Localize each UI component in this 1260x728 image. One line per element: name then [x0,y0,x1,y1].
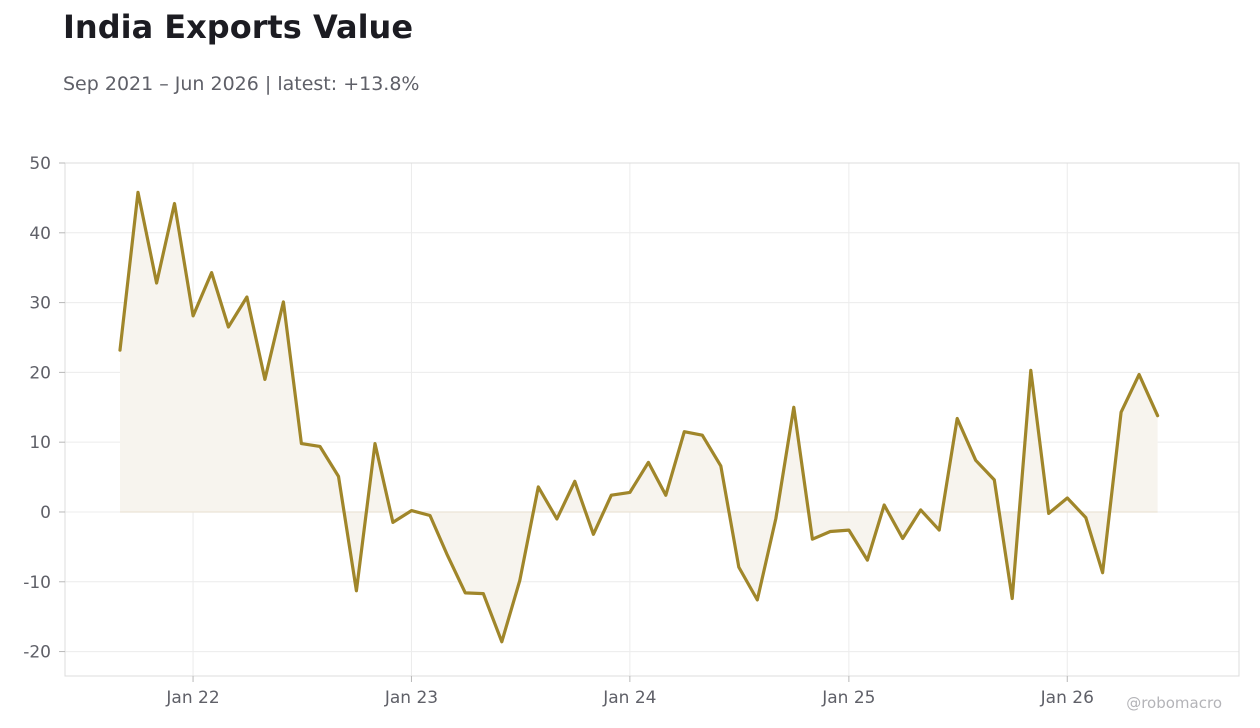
y-tick-label: 30 [29,294,51,314]
y-tick-label: 0 [40,503,51,523]
data-point [500,640,503,643]
data-point [974,459,977,462]
series-line [118,190,1160,644]
data-point [792,406,795,409]
x-tick-label: Jan 25 [821,688,875,708]
x-tick-label: Jan 23 [384,688,438,708]
data-point [136,191,139,194]
data-point [756,598,759,601]
data-point [592,533,595,536]
x-tick-label: Jan 26 [1040,688,1094,708]
data-point [173,202,176,205]
data-point [829,530,832,533]
x-tick-label: Jan 24 [602,688,656,708]
data-point [683,430,686,433]
data-point [373,442,376,445]
y-tick-label: -10 [23,573,51,593]
data-point [300,442,303,445]
x-axis-ticks: Jan 22 Jan 23 Jan 24 Jan 25 Jan 26 [165,676,1094,708]
data-point [737,566,740,569]
data-point [155,281,158,284]
data-point [701,434,704,437]
data-point [337,475,340,478]
data-point [628,491,631,494]
data-point [482,592,485,595]
data-point [192,314,195,317]
data-point [610,494,613,497]
data-point [847,529,850,532]
data-point [1101,571,1104,574]
y-tick-label: 50 [29,154,51,174]
plot-frame [64,162,1240,677]
data-point [445,552,448,555]
data-point [1066,496,1069,499]
data-point [537,485,540,488]
data-point [883,503,886,506]
data-point [410,509,413,512]
data-point [1047,512,1050,515]
data-point [355,589,358,592]
data-point [227,325,230,328]
data-point [664,494,667,497]
y-axis-ticks: 50 40 30 20 10 0 -10 -20 [23,154,65,663]
data-point [938,529,941,532]
data-point [1138,373,1141,376]
data-point [391,521,394,524]
data-point [263,378,266,381]
data-point [956,417,959,420]
x-tick-label: Jan 22 [165,688,219,708]
data-point [573,480,576,483]
y-tick-label: -20 [23,643,51,663]
data-point [719,464,722,467]
data-point [1084,516,1087,519]
data-point [1120,411,1123,414]
data-point [1029,369,1032,372]
data-point [464,591,467,594]
data-point [245,295,248,298]
data-point [1156,414,1159,417]
data-point [518,579,521,582]
data-point [901,537,904,540]
data-point [811,538,814,541]
chart-title: India Exports Value [63,8,414,46]
data-point [1011,597,1014,600]
chart-subtitle: Sep 2021 – Jun 2026 | latest: +13.8% [63,73,420,95]
data-point [318,445,321,448]
y-tick-label: 20 [29,363,51,383]
data-point [555,517,558,520]
data-point [993,478,996,481]
data-point [919,508,922,511]
data-point [647,461,650,464]
y-tick-label: 10 [29,433,51,453]
data-point [210,271,213,274]
series-area-fill [120,192,1158,642]
data-point [118,349,121,352]
y-tick-label: 40 [29,224,51,244]
watermark-credit: @robomacro [1126,694,1222,712]
data-point [428,514,431,517]
data-point [866,559,869,562]
data-point [282,300,285,303]
data-point [774,517,777,520]
